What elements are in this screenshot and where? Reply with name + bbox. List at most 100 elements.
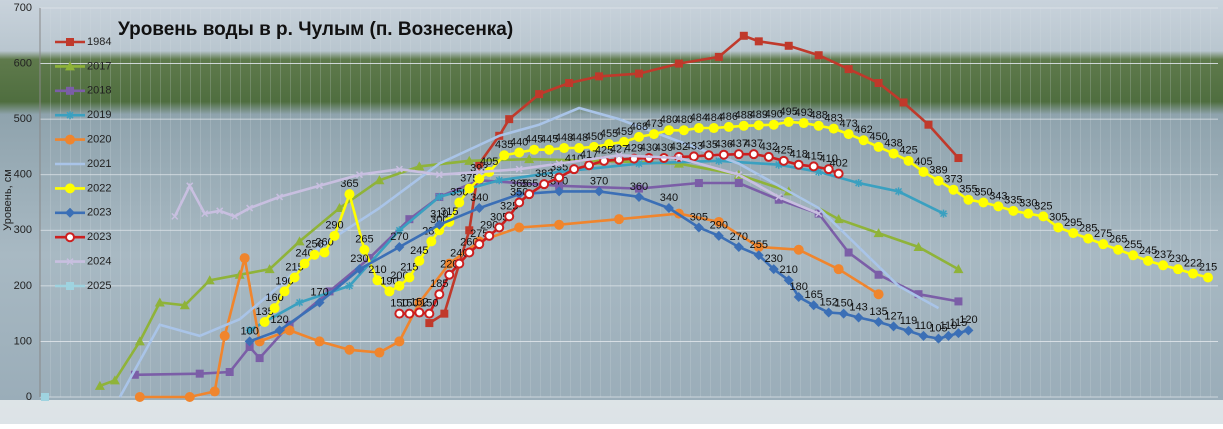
data-point: [963, 194, 974, 205]
data-point: [854, 179, 863, 188]
data-label: 360: [630, 181, 648, 193]
data-label: 152: [410, 296, 428, 308]
data-point: [414, 297, 425, 308]
data-point: [833, 168, 844, 179]
data-point: [435, 171, 443, 179]
data-label: 432: [670, 141, 688, 153]
data-point: [783, 116, 794, 127]
data-point: [634, 69, 643, 78]
data-label: 438: [884, 138, 902, 150]
legend-marker: [66, 282, 74, 290]
data-point: [1203, 272, 1214, 283]
data-point: [171, 212, 179, 220]
data-point: [405, 215, 414, 224]
data-point: [924, 120, 933, 129]
data-label: 230: [350, 253, 368, 265]
data-point: [814, 51, 823, 60]
data-label: 260: [460, 236, 478, 248]
data-point: [933, 175, 944, 186]
data-label: 484: [690, 112, 708, 124]
data-point: [783, 275, 794, 286]
data-point: [663, 125, 674, 136]
data-point: [748, 149, 759, 160]
data-label: 429: [625, 143, 643, 155]
data-label: 305: [1049, 211, 1067, 223]
data-label: 340: [470, 192, 488, 204]
data-label: 165: [805, 289, 823, 301]
data-point: [843, 129, 854, 140]
legend-marker: [66, 86, 74, 95]
data-point: [943, 330, 954, 341]
data-point: [734, 179, 743, 188]
data-point: [514, 197, 525, 208]
data-point: [798, 118, 809, 129]
data-label: 433: [685, 140, 703, 152]
data-label: 110: [940, 320, 958, 332]
data-label: 448: [555, 132, 573, 144]
data-label: 120: [959, 314, 977, 326]
data-label: 418: [790, 149, 808, 161]
data-point: [309, 249, 320, 260]
data-point: [505, 115, 514, 124]
data-point: [295, 298, 304, 307]
data-point: [424, 308, 435, 319]
data-point: [245, 326, 254, 335]
y-tick-label: 300: [14, 224, 32, 236]
data-point: [833, 214, 844, 224]
data-point: [733, 241, 744, 252]
data-point: [201, 210, 209, 218]
data-label: 190: [380, 275, 398, 287]
data-point: [775, 193, 783, 201]
data-label: 255: [1124, 239, 1142, 251]
data-point: [774, 195, 783, 204]
data-point: [294, 236, 305, 246]
legend-label: 2022: [87, 182, 111, 194]
data-point: [559, 143, 570, 154]
data-point: [245, 342, 254, 351]
legend-marker: [66, 38, 74, 46]
data-label: 180: [790, 281, 808, 293]
data-point: [372, 275, 383, 286]
data-label: 245: [410, 245, 428, 257]
data-label: 220: [440, 259, 458, 271]
data-point: [753, 250, 764, 261]
data-point: [675, 154, 683, 162]
legend-label: 2024: [87, 256, 111, 268]
data-point: [574, 143, 585, 154]
data-point: [465, 226, 474, 235]
data-point: [524, 154, 535, 164]
data-label: 365: [520, 178, 538, 190]
series-line: [248, 159, 945, 332]
data-label: 435: [495, 139, 513, 151]
data-point: [134, 392, 145, 402]
data-point: [993, 201, 1004, 212]
legend-label: 2023: [87, 231, 111, 243]
data-label: 459: [615, 126, 633, 138]
data-label: 340: [660, 192, 678, 204]
data-point: [688, 151, 699, 162]
data-label: 275: [1094, 228, 1112, 240]
data-label: 405: [480, 156, 498, 168]
data-point: [314, 336, 325, 347]
data-label: 437: [730, 138, 748, 150]
data-label: 150: [834, 298, 852, 310]
data-point: [1053, 222, 1064, 233]
data-label: 410: [819, 153, 837, 165]
data-point: [814, 167, 823, 176]
y-tick-label: 600: [14, 57, 32, 69]
data-point: [813, 120, 824, 131]
data-point: [963, 325, 974, 336]
data-label: 425: [775, 145, 793, 157]
data-point: [714, 156, 723, 165]
data-point: [713, 230, 724, 241]
data-point: [774, 160, 783, 169]
data-point: [554, 186, 565, 197]
data-point: [475, 159, 484, 168]
data-label: 222: [1184, 258, 1202, 270]
data-label: 215: [1199, 261, 1217, 273]
data-point: [873, 141, 884, 152]
data-label: 240: [295, 248, 313, 260]
data-point: [276, 193, 284, 201]
data-label: 245: [1139, 245, 1157, 257]
data-label: 150: [420, 298, 438, 310]
